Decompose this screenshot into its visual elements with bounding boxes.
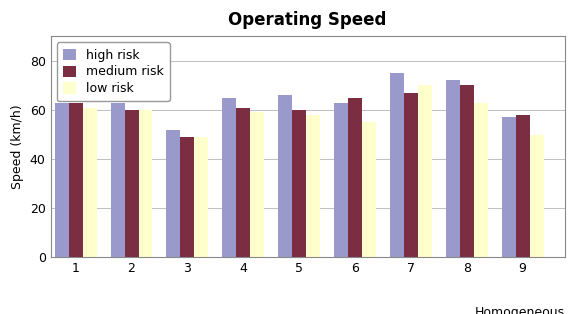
Bar: [502, 117, 516, 257]
Bar: [250, 112, 264, 257]
Bar: [180, 137, 194, 257]
Bar: [348, 98, 362, 257]
Bar: [194, 137, 208, 257]
Bar: [166, 130, 180, 257]
Bar: [139, 110, 152, 257]
Bar: [516, 115, 530, 257]
Bar: [111, 103, 125, 257]
Bar: [362, 122, 376, 257]
Legend: high risk, medium risk, low risk: high risk, medium risk, low risk: [57, 42, 169, 101]
Bar: [418, 85, 432, 257]
Bar: [474, 103, 488, 257]
Bar: [530, 135, 544, 257]
Bar: [306, 115, 320, 257]
Y-axis label: Speed (km/h): Speed (km/h): [11, 105, 24, 189]
Bar: [69, 103, 83, 257]
Bar: [278, 95, 292, 257]
Bar: [460, 85, 474, 257]
Text: Homogeneous
Section: Homogeneous Section: [474, 306, 565, 314]
Bar: [55, 103, 69, 257]
Title: Operating Speed: Operating Speed: [228, 11, 386, 29]
Bar: [334, 103, 348, 257]
Bar: [404, 93, 418, 257]
Bar: [83, 107, 97, 257]
Bar: [292, 110, 306, 257]
Bar: [236, 107, 250, 257]
Bar: [390, 73, 404, 257]
Bar: [446, 80, 460, 257]
Bar: [222, 98, 236, 257]
Bar: [125, 110, 139, 257]
